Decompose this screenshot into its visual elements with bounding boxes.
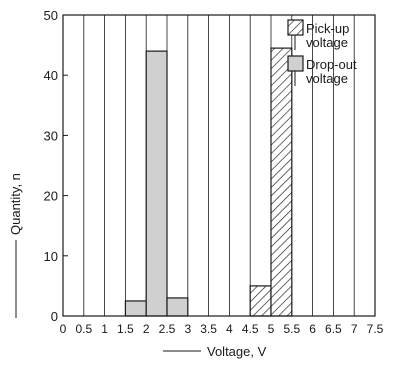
y-tick-label: 40	[44, 68, 58, 83]
x-tick-label: 0.5	[75, 322, 92, 336]
x-tick-label: 7	[351, 322, 358, 336]
y-tick-label: 10	[44, 249, 58, 264]
legend-label: Pick-up	[306, 21, 349, 36]
histogram-bar	[145, 50, 168, 317]
legend-label: Drop-out	[306, 57, 357, 72]
x-tick-label: 2.5	[159, 322, 176, 336]
x-tick-label: 4	[226, 322, 233, 336]
histogram-bar	[249, 285, 272, 317]
tick-labels: 0 0.5 1 1.5 2 2.5 3 3.5 4 4.5 5 5.5 6 6.5 7 7.5 0 10 20 30 4…	[44, 8, 384, 336]
legend-swatch	[287, 19, 304, 36]
y-tick-label: 0	[51, 309, 58, 324]
x-axis-label: Voltage, V	[207, 344, 267, 359]
legend-label: voltage	[306, 71, 348, 86]
legend-label: voltage	[306, 35, 348, 50]
x-tick-label: 3.5	[200, 322, 217, 336]
y-tick-label: 20	[44, 189, 58, 204]
x-tick-label: 5	[268, 322, 275, 336]
y-tick-label: 30	[44, 128, 58, 143]
legend-swatch	[287, 55, 304, 72]
x-tick-label: 2	[143, 322, 150, 336]
x-tick-label: 6	[309, 322, 316, 336]
y-tick-label: 50	[44, 8, 58, 23]
histogram-bar	[270, 47, 293, 317]
x-tick-label: 5.5	[283, 322, 300, 336]
histogram-bar	[166, 297, 189, 317]
x-tick-label: 1.5	[117, 322, 134, 336]
x-tick-label: 3	[184, 322, 191, 336]
histogram-bar	[124, 300, 147, 317]
x-tick-label: 6.5	[325, 322, 342, 336]
axes	[62, 14, 376, 317]
bars	[124, 47, 293, 317]
x-tick-label: 4.5	[242, 322, 259, 336]
x-tick-label: 0	[60, 322, 67, 336]
x-tick-label: 7.5	[367, 322, 384, 336]
y-axis-label: Quantity, n	[8, 173, 23, 235]
plot-frame	[62, 14, 376, 317]
axis-labels: Quantity, n Voltage, V	[8, 173, 267, 359]
x-tick-label: 1	[101, 322, 108, 336]
